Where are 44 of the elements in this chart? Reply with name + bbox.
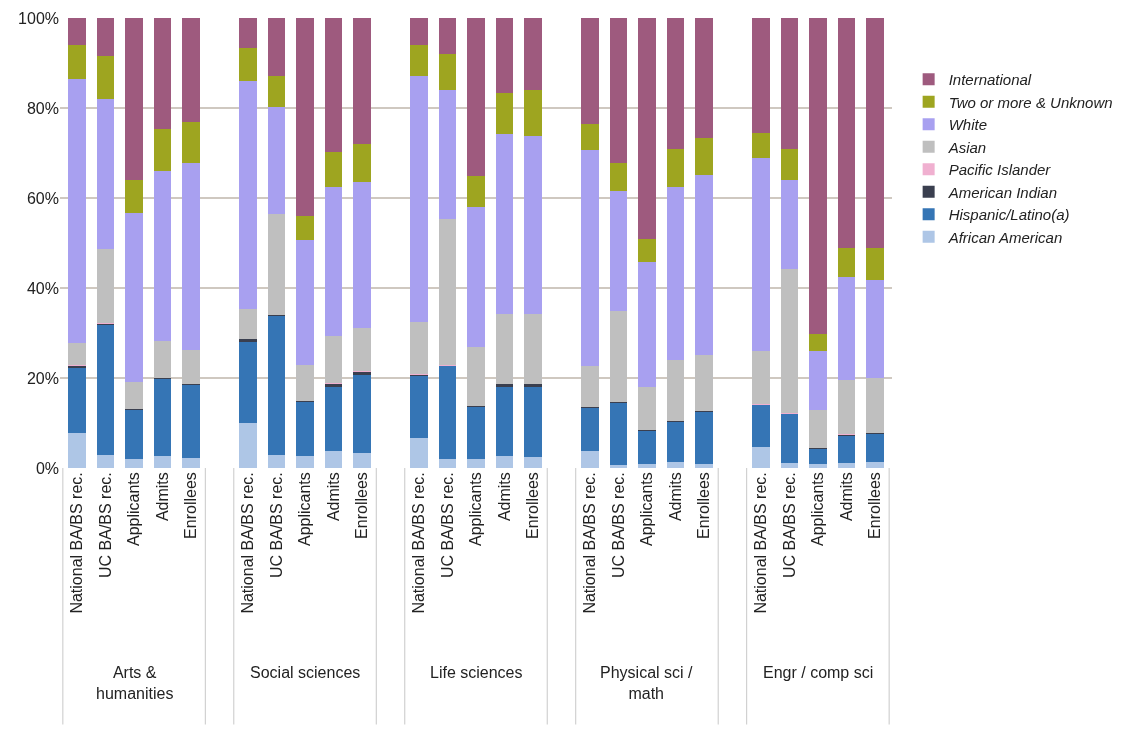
legend-label: Pacific Islander	[948, 161, 1052, 179]
text: Engr / comp sci	[763, 664, 874, 681]
x-tick-label: National BA/BS rec.	[752, 472, 770, 614]
y-tick-label: 60%	[26, 189, 59, 207]
x-tick-label: National BA/BS rec.	[410, 472, 428, 614]
legend-label: African American	[947, 228, 1063, 246]
legend-label: Two or more & Unknown	[948, 93, 1113, 111]
x-tick-label: National BA/BS rec.	[581, 472, 599, 614]
x-tick-label: UC BA/BS rec.	[609, 472, 627, 579]
x-tick-label: UC BA/BS rec.	[267, 472, 285, 579]
x-tick-label: Applicants	[125, 472, 143, 547]
legend-label: Asian	[947, 138, 987, 156]
y-tick-label: 100%	[18, 9, 59, 27]
x-tick-label: Admits	[837, 472, 855, 522]
x-tick-label: UC BA/BS rec.	[438, 472, 456, 579]
x-tick-label: UC BA/BS rec.	[96, 472, 114, 579]
x-tick-label: Enrollees	[866, 472, 884, 539]
y-tick-label: 40%	[26, 279, 59, 297]
text: Social sciences	[250, 664, 361, 681]
text: Physical sci / math	[600, 664, 694, 702]
y-tick-label: 0%	[35, 459, 59, 477]
x-tick-label: Applicants	[809, 472, 827, 547]
x-tick-label: Applicants	[296, 472, 314, 547]
legend-label: International	[948, 71, 1032, 89]
legend-label: American Indian	[947, 183, 1058, 201]
x-tick-label: Admits	[495, 472, 513, 522]
x-tick-label: Applicants	[467, 472, 485, 547]
x-tick-label: Applicants	[638, 472, 656, 547]
y-tick-label: 20%	[26, 369, 59, 387]
x-tick-label: Enrollees	[353, 472, 371, 539]
x-tick-label: Enrollees	[182, 472, 200, 539]
x-tick-label: Admits	[324, 472, 342, 522]
legend-label: Hispanic/Latino(a)	[948, 206, 1070, 224]
y-tick-label: 80%	[26, 99, 59, 117]
x-tick-label: Enrollees	[524, 472, 542, 539]
x-tick-label: National BA/BS rec.	[239, 472, 257, 614]
x-tick-label: UC BA/BS rec.	[780, 472, 798, 579]
text: Arts & humanities	[96, 664, 174, 702]
legend-label: White	[948, 116, 987, 134]
text: Life sciences	[430, 664, 523, 681]
x-tick-label: National BA/BS rec.	[68, 472, 86, 614]
x-tick-label: Admits	[153, 472, 171, 522]
x-tick-label: Enrollees	[695, 472, 713, 539]
x-tick-label: Admits	[666, 472, 684, 522]
